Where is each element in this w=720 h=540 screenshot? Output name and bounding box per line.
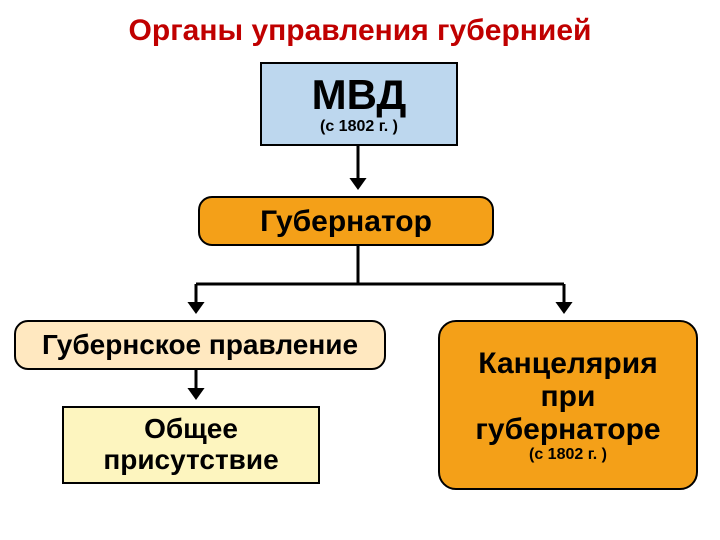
node-pravlenie: Губернское правление — [14, 320, 386, 370]
node-obshchee: Общее присутствие — [62, 406, 320, 484]
node-kants-line1: Канцелярия — [478, 347, 657, 380]
node-gubernator-label: Губернатор — [260, 205, 432, 238]
node-pravlenie-label: Губернское правление — [42, 330, 358, 361]
node-obshchee-line2: присутствие — [103, 445, 278, 476]
node-mvd-label: МВД — [312, 72, 407, 118]
diagram-title: Органы управления губернией — [0, 14, 720, 48]
node-kantselyariya: Канцелярия при губернаторе (с 1802 г. ) — [438, 320, 698, 490]
node-obshchee-line1: Общее — [144, 414, 238, 445]
node-mvd: МВД (с 1802 г. ) — [260, 62, 458, 146]
node-gubernator: Губернатор — [198, 196, 494, 246]
node-kants-sublabel: (с 1802 г. ) — [529, 446, 607, 464]
node-kants-line2: при — [541, 380, 596, 413]
node-kants-line3: губернаторе — [475, 413, 660, 446]
node-mvd-sublabel: (с 1802 г. ) — [320, 118, 398, 136]
